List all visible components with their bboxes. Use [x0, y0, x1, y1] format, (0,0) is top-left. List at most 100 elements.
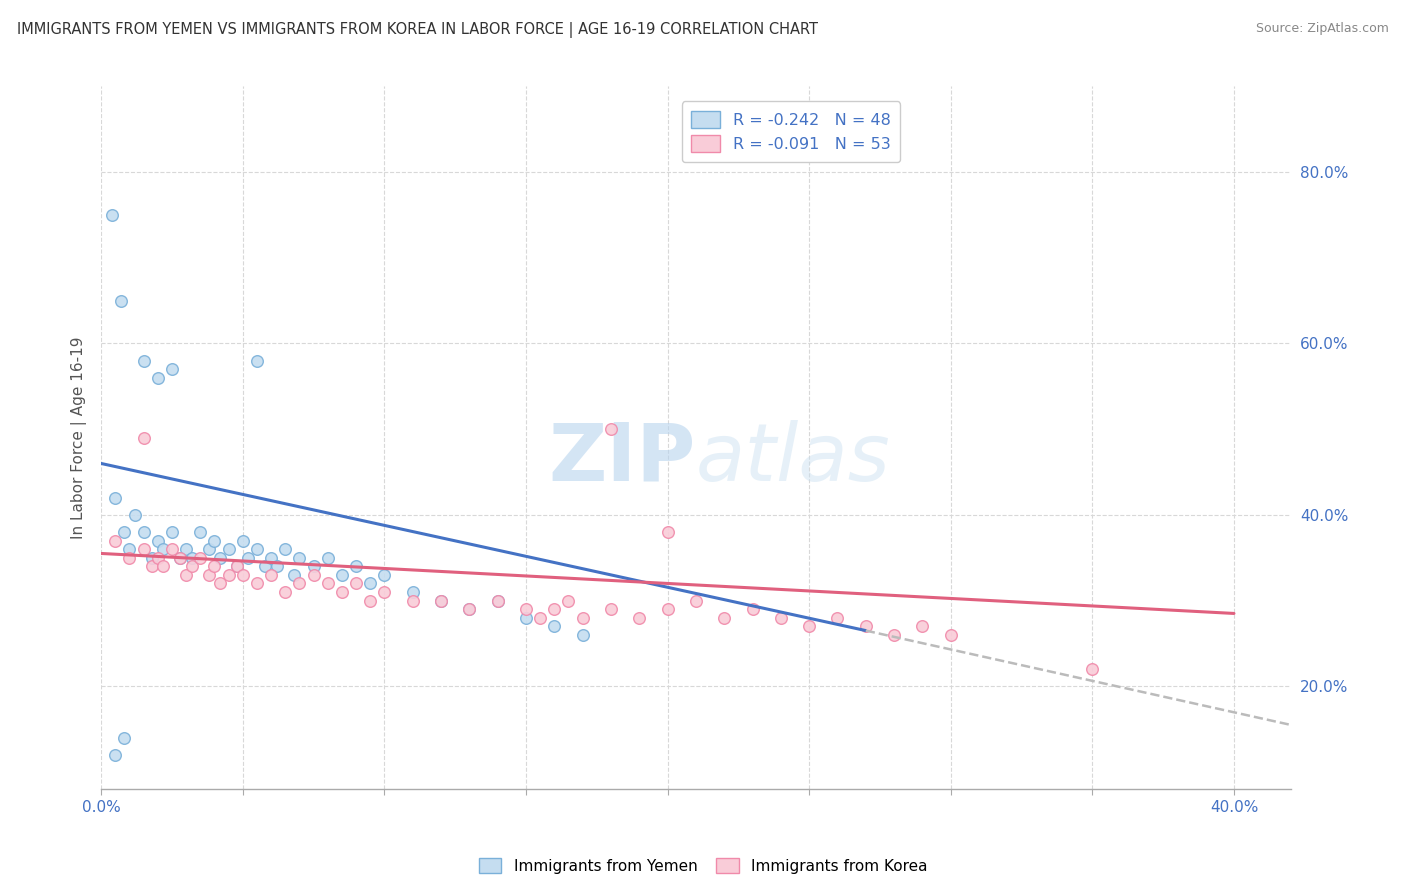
- Point: [302, 567, 325, 582]
- Point: [132, 524, 155, 539]
- Point: [571, 628, 593, 642]
- Point: [401, 593, 423, 607]
- Text: ZIP: ZIP: [548, 420, 696, 498]
- Point: [266, 559, 288, 574]
- Point: [254, 559, 277, 574]
- Point: [373, 567, 395, 582]
- Point: [657, 602, 679, 616]
- Point: [160, 542, 183, 557]
- Point: [685, 593, 707, 607]
- Text: atlas: atlas: [696, 420, 890, 498]
- Point: [218, 542, 240, 557]
- Point: [146, 550, 169, 565]
- Point: [260, 567, 283, 582]
- Point: [330, 585, 353, 599]
- Legend: Immigrants from Yemen, Immigrants from Korea: Immigrants from Yemen, Immigrants from K…: [472, 852, 934, 880]
- Point: [160, 362, 183, 376]
- Point: [197, 542, 219, 557]
- Point: [543, 619, 565, 633]
- Point: [911, 619, 934, 633]
- Point: [112, 731, 135, 745]
- Point: [458, 602, 481, 616]
- Point: [657, 524, 679, 539]
- Legend: R = -0.242   N = 48, R = -0.091   N = 53: R = -0.242 N = 48, R = -0.091 N = 53: [682, 102, 900, 161]
- Point: [571, 611, 593, 625]
- Point: [180, 550, 202, 565]
- Point: [274, 585, 297, 599]
- Point: [1081, 662, 1104, 676]
- Point: [146, 533, 169, 548]
- Point: [486, 593, 509, 607]
- Point: [202, 559, 225, 574]
- Point: [209, 550, 232, 565]
- Point: [330, 567, 353, 582]
- Point: [359, 593, 381, 607]
- Point: [458, 602, 481, 616]
- Point: [188, 524, 211, 539]
- Point: [146, 370, 169, 384]
- Point: [218, 567, 240, 582]
- Point: [209, 576, 232, 591]
- Point: [486, 593, 509, 607]
- Point: [557, 593, 579, 607]
- Text: Source: ZipAtlas.com: Source: ZipAtlas.com: [1256, 22, 1389, 36]
- Point: [188, 550, 211, 565]
- Point: [226, 559, 249, 574]
- Point: [169, 550, 191, 565]
- Point: [180, 559, 202, 574]
- Point: [226, 559, 249, 574]
- Point: [628, 611, 651, 625]
- Point: [246, 542, 269, 557]
- Point: [132, 542, 155, 557]
- Point: [359, 576, 381, 591]
- Point: [104, 747, 127, 762]
- Point: [401, 585, 423, 599]
- Point: [174, 542, 197, 557]
- Point: [302, 559, 325, 574]
- Point: [288, 550, 311, 565]
- Point: [169, 550, 191, 565]
- Point: [373, 585, 395, 599]
- Point: [260, 550, 283, 565]
- Point: [543, 602, 565, 616]
- Point: [141, 559, 163, 574]
- Text: IMMIGRANTS FROM YEMEN VS IMMIGRANTS FROM KOREA IN LABOR FORCE | AGE 16-19 CORREL: IMMIGRANTS FROM YEMEN VS IMMIGRANTS FROM…: [17, 22, 818, 38]
- Point: [344, 559, 367, 574]
- Point: [112, 524, 135, 539]
- Point: [132, 353, 155, 368]
- Point: [797, 619, 820, 633]
- Point: [274, 542, 297, 557]
- Point: [741, 602, 763, 616]
- Point: [515, 611, 537, 625]
- Point: [104, 533, 127, 548]
- Point: [430, 593, 453, 607]
- Point: [118, 550, 141, 565]
- Point: [118, 542, 141, 557]
- Point: [232, 567, 254, 582]
- Point: [883, 628, 905, 642]
- Point: [316, 550, 339, 565]
- Point: [232, 533, 254, 548]
- Point: [124, 508, 146, 522]
- Point: [197, 567, 219, 582]
- Point: [141, 550, 163, 565]
- Point: [827, 611, 849, 625]
- Point: [101, 208, 124, 222]
- Point: [110, 293, 132, 308]
- Point: [174, 567, 197, 582]
- Point: [515, 602, 537, 616]
- Point: [529, 611, 551, 625]
- Point: [939, 628, 962, 642]
- Point: [238, 550, 260, 565]
- Point: [283, 567, 305, 582]
- Point: [769, 611, 792, 625]
- Point: [246, 576, 269, 591]
- Point: [288, 576, 311, 591]
- Point: [152, 542, 174, 557]
- Point: [152, 559, 174, 574]
- Point: [344, 576, 367, 591]
- Point: [202, 533, 225, 548]
- Point: [713, 611, 735, 625]
- Point: [160, 524, 183, 539]
- Point: [599, 422, 621, 436]
